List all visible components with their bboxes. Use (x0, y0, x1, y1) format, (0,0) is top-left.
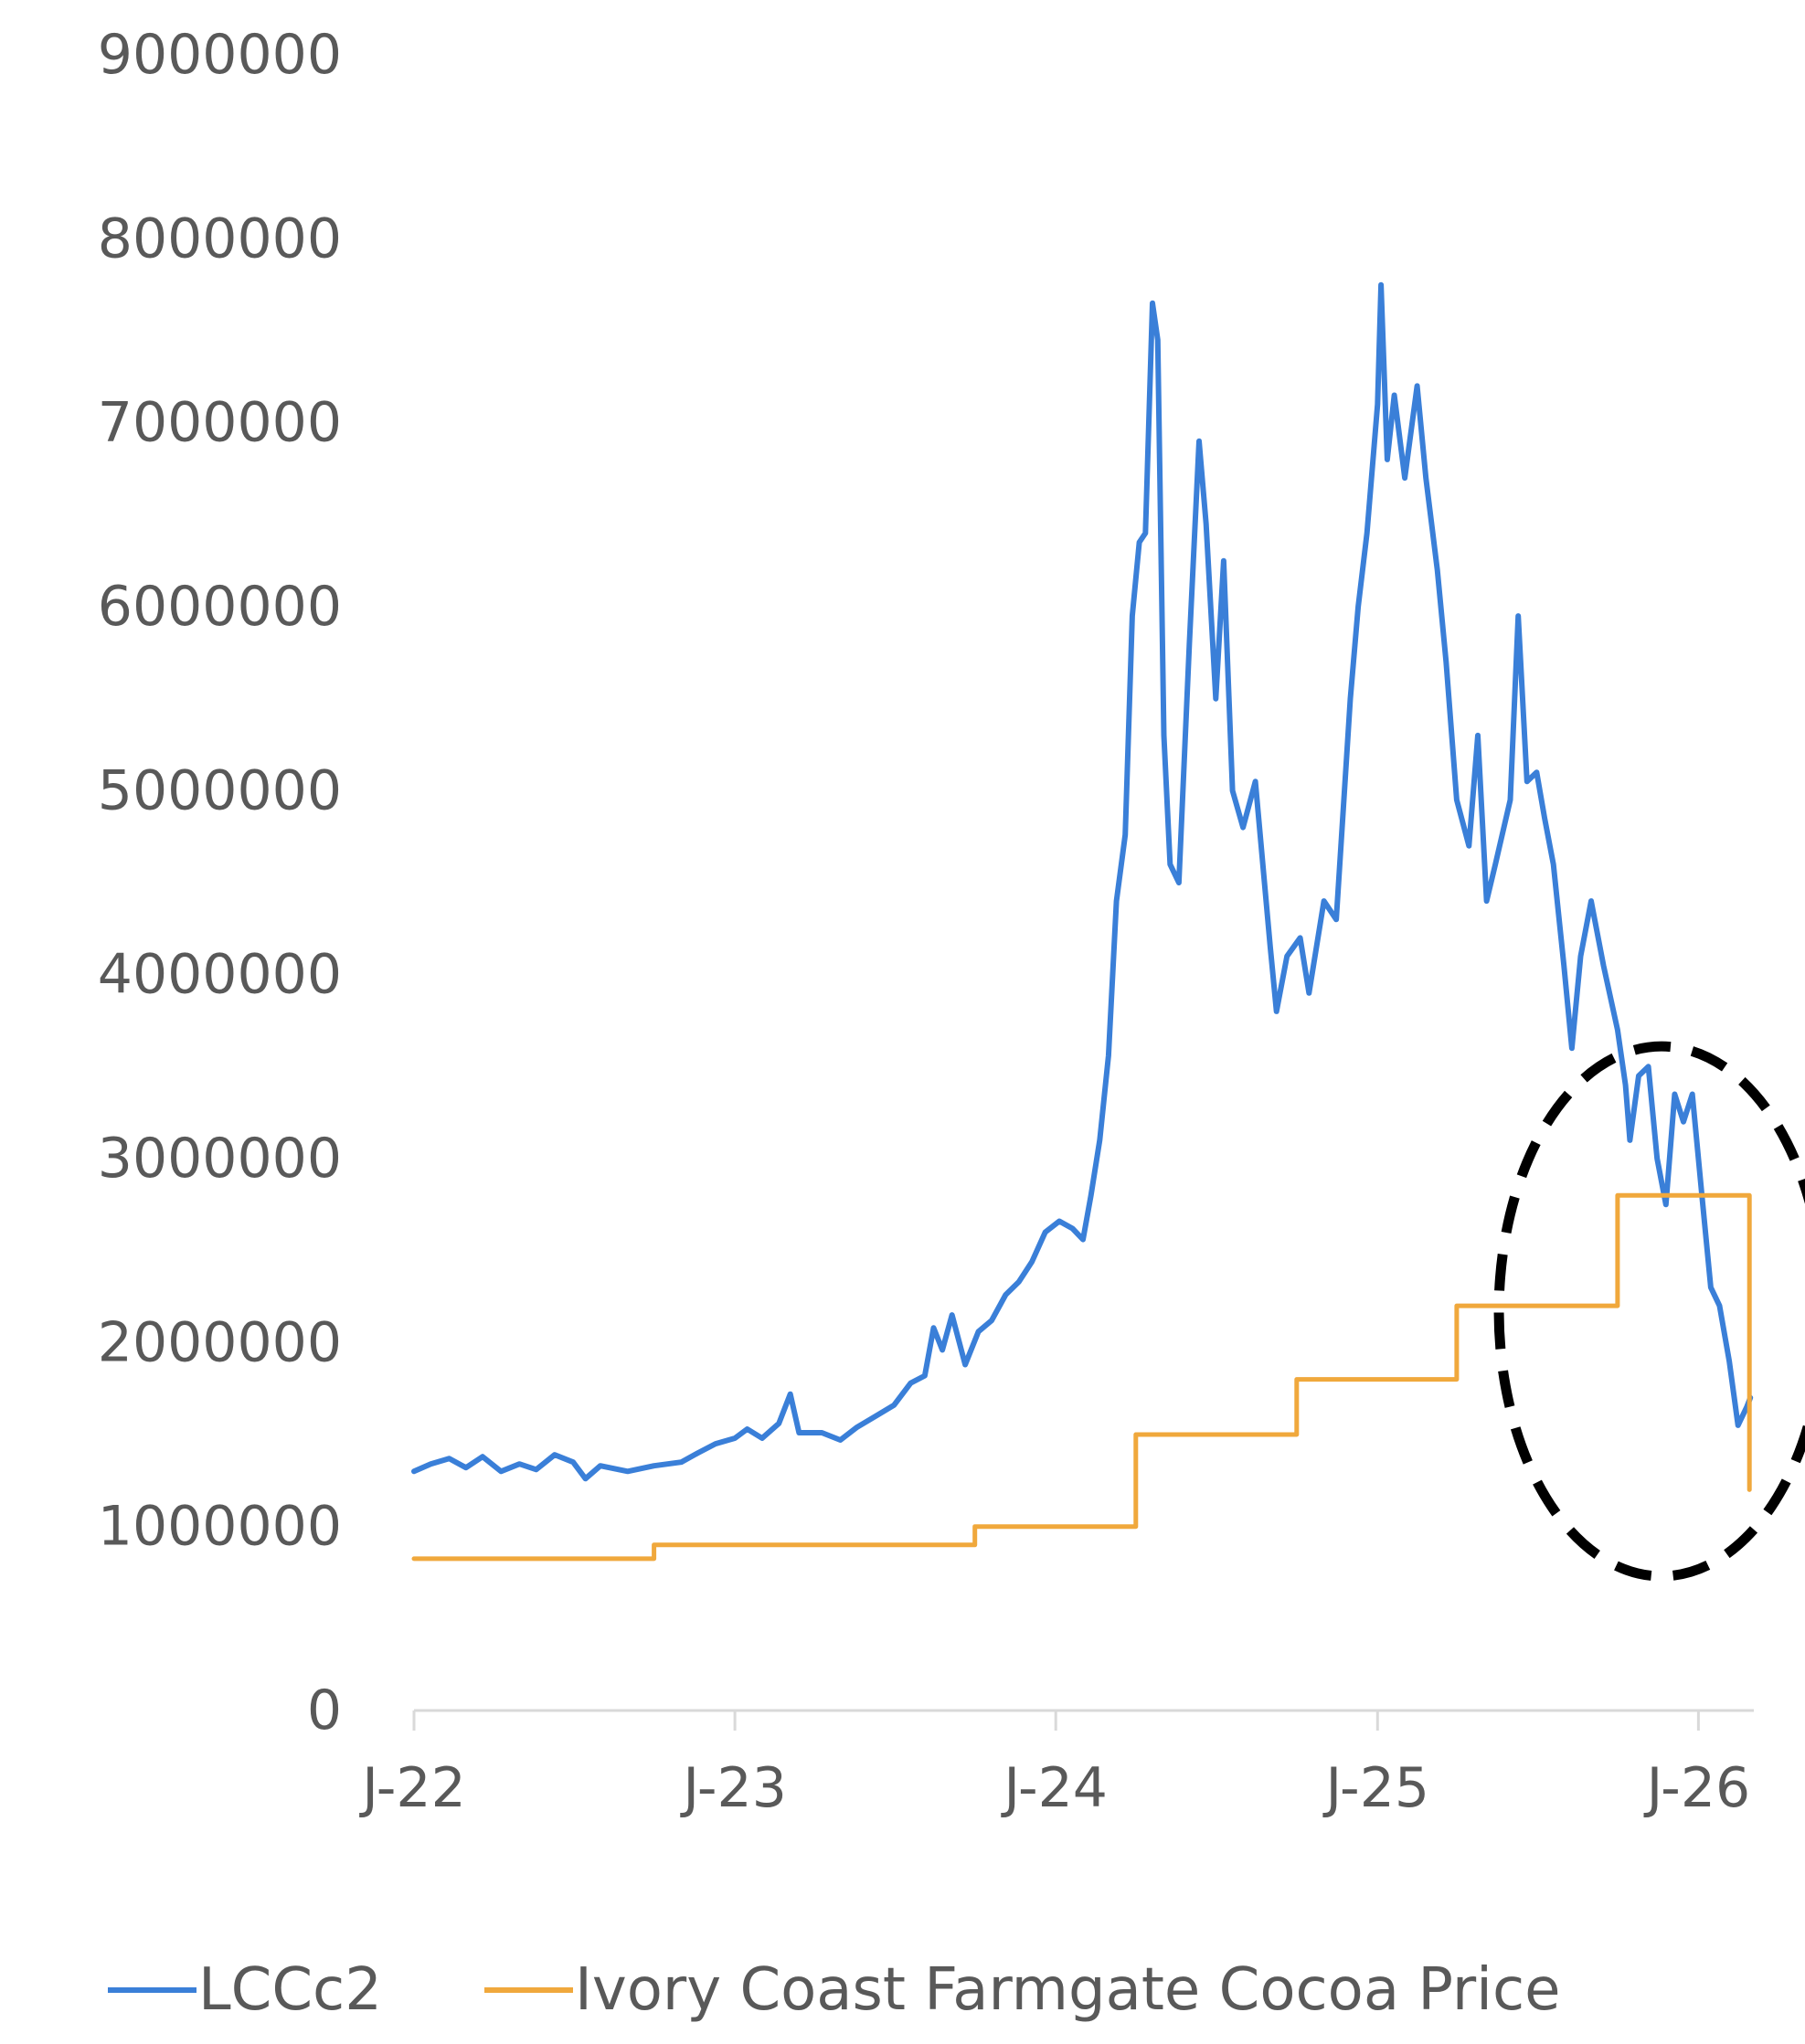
legend-label: LCCc2 (198, 1956, 382, 2024)
x-tick-label: J-26 (1643, 1756, 1751, 1820)
y-tick-label: 0 (307, 1679, 342, 1742)
y-tick-label: 1000000 (98, 1495, 342, 1559)
y-tick-label: 2000000 (98, 1310, 342, 1374)
x-axis: J-22 J-23 J-24 J-25 J-26 (358, 1709, 1754, 1820)
series-line-lccc2 (411, 281, 1754, 1482)
x-tick-label: J-23 (679, 1756, 787, 1820)
x-tick-label: J-24 (1000, 1756, 1108, 1820)
y-tick-label: 3000000 (98, 1127, 342, 1191)
annotation-layer (1493, 1041, 1805, 1582)
y-tick-label: 8000000 (98, 207, 342, 270)
y-tick-label: 7000000 (98, 391, 342, 455)
legend-label: Ivory Coast Farmgate Cocoa Price (575, 1956, 1561, 2024)
y-tick-label: 6000000 (98, 575, 342, 639)
y-tick-label: 4000000 (98, 943, 342, 1007)
y-axis-ticks: 0 1000000 2000000 3000000 4000000 5000000 6000… (98, 23, 342, 1742)
y-tick-label: 9000000 (98, 23, 342, 87)
highlight-ellipse (1493, 1041, 1805, 1582)
series-layer (411, 281, 1754, 1562)
x-tick-label: J-25 (1322, 1756, 1430, 1820)
x-tick-label: J-22 (358, 1756, 466, 1820)
series-line-ivory-coast-farmgate-cocoa-price (411, 1192, 1752, 1562)
y-tick-label: 5000000 (98, 758, 342, 822)
legend: LCCc2 Ivory Coast Farmgate Cocoa Price (108, 1956, 1561, 2024)
